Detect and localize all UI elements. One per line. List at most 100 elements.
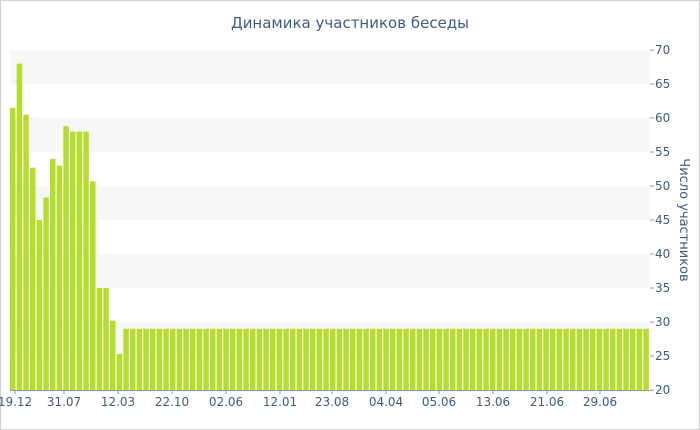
bar [350,328,356,390]
bar [563,328,569,390]
bar [190,328,196,390]
x-tick-label: 02.06 [209,395,243,409]
chart-title: Динамика участников беседы [231,14,469,32]
grid-bands [10,50,650,356]
bar [116,353,123,390]
bar [636,328,643,390]
bar [196,328,203,390]
y-tick-label: 65 [655,77,670,91]
bar [90,181,96,390]
bar [583,328,589,390]
bar [623,328,629,390]
x-tick-label: 31.07 [47,395,81,409]
bar [630,328,636,390]
bar [543,328,549,390]
bar [216,328,223,390]
x-tick-label: 29.06 [583,395,617,409]
bar [336,328,343,390]
bar [123,328,129,390]
bar [503,328,509,390]
grid-band [10,186,650,220]
bar [323,328,329,390]
bar [103,288,109,390]
bar [450,328,456,390]
bar [183,328,189,390]
bar [490,328,496,390]
bar [230,328,236,390]
bar [56,165,63,390]
bar [150,328,156,390]
bar [396,328,403,390]
x-tick-label: 12.01 [263,395,297,409]
bar [143,328,149,390]
bar [443,328,449,390]
x-tick-label: 13.06 [476,395,510,409]
bars [10,63,649,391]
bar [536,328,543,390]
x-axis-ticks: 19.12 31.07 12.03 22.10 02.06 12.01 23.08 04.04… [0,390,617,409]
bar [43,197,49,390]
bar [156,328,163,390]
bar [556,328,563,390]
bar [596,328,603,390]
bar [496,328,503,390]
bar [23,114,29,390]
x-tick-label: 21.06 [530,395,564,409]
bar [63,126,69,390]
bar [110,320,116,390]
bar [170,328,176,390]
bar [303,328,309,390]
bar [643,328,649,390]
bar [270,328,276,390]
x-tick-label: 19.12 [0,395,32,409]
bar [523,328,529,390]
bar [16,63,23,390]
bar [263,328,269,390]
x-tick-label: 22.10 [155,395,189,409]
y-tick-label: 20 [655,383,670,397]
bar [243,328,249,390]
bar [210,328,216,390]
y-tick-label: 35 [655,281,670,295]
bar [416,328,423,390]
bar [176,328,183,390]
y-tick-label: 25 [655,349,670,363]
bar [290,328,296,390]
bar [423,328,429,390]
bar [430,328,436,390]
bar [463,328,469,390]
y-tick-label: 40 [655,247,670,261]
x-tick-label: 04.04 [369,395,403,409]
bar [436,328,443,390]
bar [476,328,483,390]
bar [516,328,523,390]
bar [130,328,136,390]
bar [163,328,169,390]
bar [376,328,383,390]
bar [70,131,76,390]
bar [590,328,596,390]
bar [403,328,409,390]
bar [603,328,609,390]
bar [283,328,289,390]
bar [510,328,516,390]
bar [343,328,349,390]
bar [550,328,556,390]
bar [276,328,283,390]
y-tick-label: 55 [655,145,670,159]
bar [136,328,143,390]
y-tick-label: 50 [655,179,670,193]
bar [456,328,463,390]
bar [330,328,336,390]
bar [76,131,83,390]
bar [363,328,369,390]
x-tick-label: 05.06 [422,395,456,409]
bar [570,328,576,390]
bar [530,328,536,390]
bar [36,220,43,390]
bar [236,328,243,390]
bar [470,328,476,390]
bar [10,107,16,391]
y-axis-ticks: 20 25 30 35 40 45 50 55 60 65 70 [650,43,670,397]
